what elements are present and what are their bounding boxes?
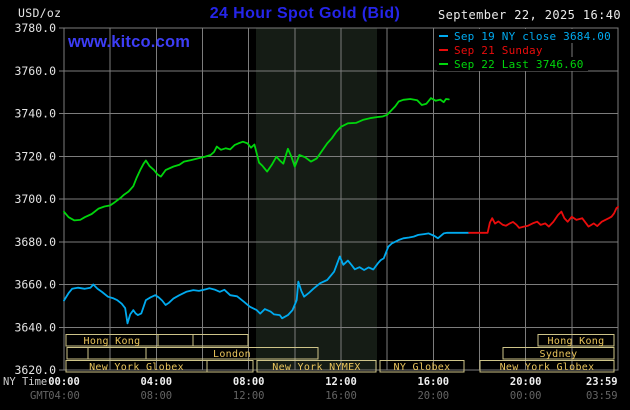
legend-label: Sep 21 Sunday [454, 43, 543, 57]
y-axis-tick-label: 3620.0 [14, 363, 56, 377]
y-axis-tick-label: 3680.0 [14, 235, 56, 249]
gmt-axis-label: GMT [30, 390, 49, 402]
session-box-hong-kong [537, 334, 615, 347]
session-box-london [145, 347, 319, 360]
x-axis-ny-label: 08:00 [233, 376, 265, 388]
legend-item-sep22: Sep 22 Last 3746.60 [437, 57, 588, 71]
x-axis-gmt-label: 08:00 [140, 390, 172, 402]
legend-label: Sep 22 Last 3746.60 [454, 57, 584, 71]
x-axis-ny-label: 00:00 [48, 376, 80, 388]
x-axis-gmt-label: 16:00 [325, 390, 357, 402]
y-axis-tick-label: 3660.0 [14, 278, 56, 292]
x-axis-gmt-label: 12:00 [233, 390, 265, 402]
price-series-sep22 [63, 97, 450, 222]
session-box-new-york-globex [479, 360, 615, 373]
session-label: Sydney [540, 349, 578, 360]
legend-item-sep21: Sep 21 Sunday [437, 43, 547, 57]
y-axis-tick-label: 3740.0 [14, 107, 56, 121]
session-box [206, 360, 254, 373]
x-axis-gmt-label: 20:00 [417, 390, 449, 402]
legend-label: Sep 19 NY close 3684.00 [454, 29, 611, 43]
x-axis-gmt-label: 00:00 [510, 390, 542, 402]
legend-dash-icon [439, 49, 448, 51]
kitco-link[interactable]: www.kitco.com [68, 33, 191, 51]
x-axis-gmt-label: 03:59 [586, 390, 618, 402]
session-box-sydney [502, 347, 615, 360]
y-axis-unit-label: USD/oz [18, 6, 62, 20]
legend-dash-icon [439, 35, 448, 37]
session-label: New York NYMEX [272, 362, 361, 373]
y-axis-tick-label: 3700.0 [14, 192, 56, 206]
y-axis-tick-label: 3780.0 [14, 21, 56, 35]
legend-dash-icon [439, 63, 448, 65]
session-label: Hong Kong [84, 336, 141, 347]
x-axis-ny-label: 16:00 [417, 376, 449, 388]
legend-item-sep19: Sep 19 NY close 3684.00 [437, 29, 615, 43]
session-label: London [213, 349, 251, 360]
ny-time-axis-label: NY Time [3, 376, 48, 388]
session-box [192, 334, 249, 347]
session-label: Hong Kong [548, 336, 605, 347]
legend: Sep 19 NY close 3684.00 Sep 21 Sunday Se… [437, 29, 615, 71]
x-axis-ny-label: 20:00 [510, 376, 542, 388]
y-axis-tick-label: 3760.0 [14, 64, 56, 78]
timestamp: September 22, 2025 16:40 [438, 8, 621, 22]
session-label: New York Globex [89, 362, 184, 373]
price-series-sep19 [63, 231, 471, 325]
session-box [87, 347, 147, 360]
session-label: New York Globex [500, 362, 595, 373]
y-axis-tick-label: 3640.0 [14, 320, 56, 334]
y-axis-tick-label: 3720.0 [14, 149, 56, 163]
session-label: NY Globex [394, 362, 451, 373]
chart-title: 24 Hour Spot Gold (Bid) [209, 5, 401, 22]
x-axis-ny-label: 12:00 [325, 376, 357, 388]
x-axis-ny-label: 23:59 [586, 376, 618, 388]
session-box-ny-globex [379, 360, 465, 373]
x-axis-gmt-label: 04:00 [48, 390, 80, 402]
price-series-sep21 [468, 205, 619, 234]
session-box [157, 334, 194, 347]
session-box-new-york-nymex [256, 360, 377, 373]
session-box [66, 347, 89, 360]
x-axis-ny-label: 04:00 [140, 376, 172, 388]
